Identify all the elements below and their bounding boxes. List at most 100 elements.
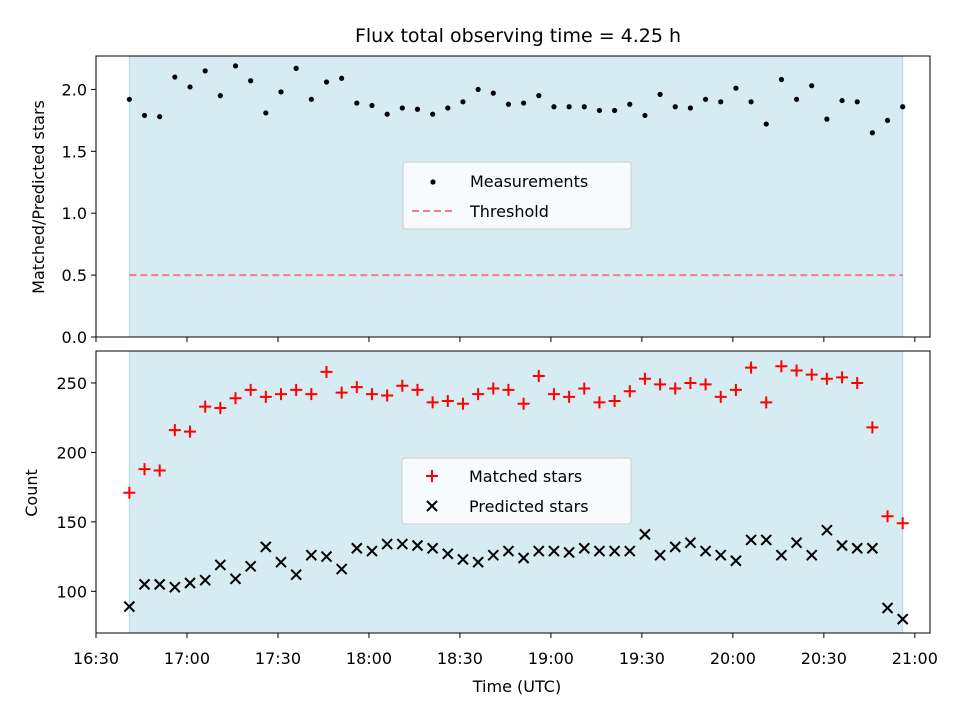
predicted-star-marker bbox=[533, 545, 545, 557]
predicted-star-marker bbox=[745, 534, 757, 546]
measurement-point bbox=[809, 83, 815, 89]
matched-star-marker bbox=[350, 381, 363, 394]
bottom-y-tick-label: 200 bbox=[56, 443, 87, 462]
matched-star-marker bbox=[244, 383, 257, 396]
matched-star-marker bbox=[138, 463, 151, 476]
matched-star-marker bbox=[381, 389, 394, 402]
matched-star-marker bbox=[866, 421, 879, 434]
predicted-star-marker bbox=[487, 549, 499, 561]
predicted-star-marker bbox=[426, 542, 439, 554]
predicted-star-marker bbox=[881, 602, 894, 614]
legend-plus-marker bbox=[426, 470, 438, 482]
top-y-tick-label: 0.0 bbox=[62, 328, 87, 347]
top-y-tick-label: 1.0 bbox=[62, 204, 87, 223]
predicted-star-marker bbox=[851, 542, 863, 554]
measurement-point bbox=[323, 79, 330, 85]
matched-star-marker bbox=[881, 510, 894, 523]
measurement-point bbox=[536, 93, 542, 99]
x-tick-label: 16:30 bbox=[73, 649, 119, 668]
measurement-point bbox=[824, 116, 830, 122]
top-legend: Measurements Threshold bbox=[402, 161, 632, 230]
measurement-point bbox=[884, 117, 891, 123]
predicted-star-marker bbox=[593, 545, 606, 557]
measurement-point bbox=[748, 99, 754, 105]
measurement-point bbox=[657, 91, 663, 97]
matched-star-marker bbox=[851, 376, 864, 389]
predicted-star-marker bbox=[608, 545, 621, 557]
measurement-point bbox=[187, 84, 193, 90]
predicted-star-marker bbox=[138, 578, 151, 591]
top-y-axis-label: Matched/Predicted stars bbox=[29, 100, 48, 294]
matched-star-marker bbox=[714, 390, 727, 403]
measurement-point bbox=[733, 85, 739, 91]
measurement-point bbox=[869, 130, 875, 136]
measurement-point bbox=[687, 105, 694, 111]
matched-star-marker bbox=[184, 425, 197, 438]
matched-star-marker bbox=[608, 395, 621, 408]
predicted-star-marker bbox=[153, 578, 166, 591]
matched-star-marker bbox=[836, 371, 849, 384]
predicted-star-marker bbox=[502, 545, 515, 557]
predicted-star-marker bbox=[229, 573, 242, 585]
matched-star-marker bbox=[214, 401, 227, 414]
measurement-point bbox=[232, 63, 239, 69]
matched-star-marker bbox=[365, 388, 378, 401]
matched-star-marker bbox=[654, 378, 667, 391]
measurement-point bbox=[445, 105, 451, 111]
measurement-point bbox=[308, 96, 314, 102]
predicted-star-marker bbox=[684, 536, 697, 549]
matched-star-marker bbox=[517, 397, 530, 410]
matched-star-marker bbox=[199, 400, 212, 413]
matched-star-marker bbox=[563, 390, 576, 403]
measurement-point bbox=[763, 121, 769, 127]
matched-star-marker bbox=[396, 379, 409, 392]
measurement-point bbox=[157, 114, 163, 120]
x-tick-label: 18:00 bbox=[346, 649, 392, 668]
predicted-star-marker bbox=[320, 550, 333, 563]
measurement-point bbox=[460, 99, 466, 105]
x-tick-label: 17:00 bbox=[164, 649, 210, 668]
measurement-point bbox=[702, 96, 709, 102]
matched-star-marker bbox=[259, 390, 272, 403]
predicted-star-marker bbox=[790, 536, 803, 549]
x-tick-label: 21:00 bbox=[892, 649, 938, 668]
matched-star-marker bbox=[729, 383, 742, 396]
predicted-star-marker bbox=[381, 538, 393, 550]
measurement-point bbox=[384, 111, 390, 117]
predicted-star-marker bbox=[578, 542, 590, 554]
predicted-star-marker bbox=[305, 549, 318, 561]
predicted-star-marker bbox=[866, 542, 879, 554]
predicted-star-marker bbox=[214, 559, 227, 571]
measurement-point bbox=[172, 74, 178, 80]
bottom-y-ticks: 100 150 200 250 bbox=[56, 374, 96, 601]
measurement-point bbox=[354, 100, 360, 106]
matched-star-marker bbox=[578, 382, 591, 395]
matched-star-marker bbox=[820, 372, 833, 385]
predicted-star-marker bbox=[654, 549, 666, 561]
predicted-star-marker bbox=[669, 541, 681, 553]
predicted-star-marker bbox=[244, 560, 257, 573]
measurement-point bbox=[718, 99, 724, 105]
predicted-star-marker bbox=[396, 538, 409, 550]
bottom-y-tick-label: 100 bbox=[56, 582, 87, 601]
measurement-point bbox=[217, 93, 223, 99]
x-tick-label: 20:30 bbox=[801, 649, 847, 668]
predicted-star-marker bbox=[715, 549, 727, 561]
measurement-point bbox=[126, 96, 132, 102]
matched-star-marker bbox=[502, 383, 515, 396]
matched-star-marker bbox=[805, 368, 818, 381]
matched-star-marker bbox=[153, 464, 166, 477]
measurement-point bbox=[263, 110, 269, 116]
matched-star-marker bbox=[745, 361, 758, 374]
measurement-point bbox=[521, 100, 527, 106]
matched-star-marker bbox=[775, 360, 788, 373]
measurement-point bbox=[369, 102, 375, 109]
matched-star-marker bbox=[790, 364, 803, 377]
measurement-point bbox=[551, 104, 557, 110]
matched-star-marker bbox=[623, 385, 636, 398]
predicted-star-marker bbox=[760, 534, 772, 546]
bottom-y-tick-label: 150 bbox=[56, 513, 87, 532]
matched-star-marker bbox=[699, 378, 712, 391]
matched-star-marker bbox=[320, 365, 333, 378]
predicted-star-marker bbox=[517, 552, 530, 564]
